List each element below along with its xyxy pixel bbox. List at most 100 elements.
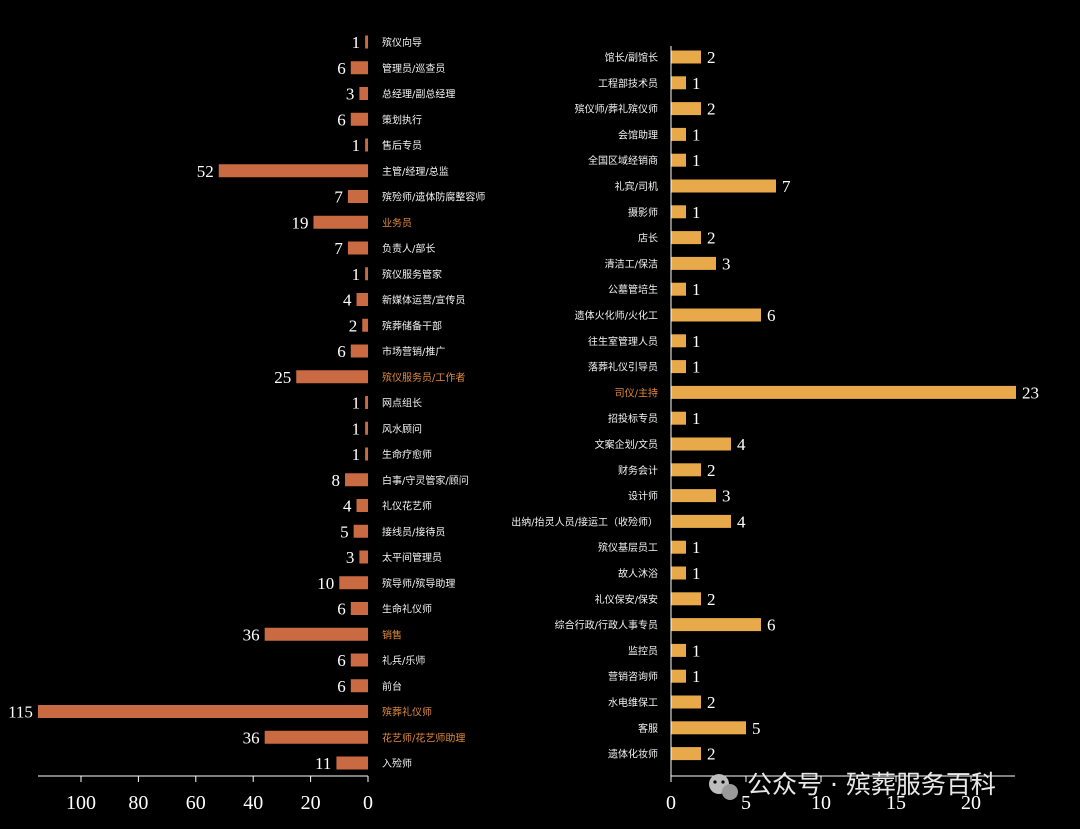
right-category-label: 殡仪基层员工 bbox=[598, 541, 658, 554]
left-category-label: 主管/经理/总监 bbox=[382, 165, 449, 178]
right-bar bbox=[671, 282, 686, 296]
left-x-tick-label: 100 bbox=[66, 792, 96, 814]
left-bar bbox=[356, 499, 368, 512]
left-value-label: 3 bbox=[346, 85, 355, 104]
left-bar bbox=[218, 164, 368, 178]
left-category-label: 殡葬礼仪师 bbox=[382, 706, 432, 719]
left-bar bbox=[350, 112, 368, 126]
right-bar bbox=[671, 669, 686, 683]
left-value-label: 6 bbox=[337, 110, 346, 129]
right-category-label: 礼宾/司机 bbox=[615, 180, 658, 193]
left-value-label: 5 bbox=[340, 522, 349, 541]
right-value-label: 6 bbox=[767, 616, 776, 635]
right-value-label: 2 bbox=[707, 590, 716, 609]
left-value-label: 7 bbox=[334, 239, 343, 258]
left-category-label: 前台 bbox=[382, 680, 402, 693]
right-category-label: 公墓管培生 bbox=[608, 283, 658, 296]
left-bar bbox=[365, 138, 368, 152]
left-value-label: 6 bbox=[337, 677, 346, 696]
right-bar bbox=[671, 514, 731, 528]
right-bar bbox=[671, 463, 701, 477]
right-value-label: 1 bbox=[692, 332, 701, 351]
right-category-label: 摄影师 bbox=[628, 206, 658, 219]
right-bar bbox=[671, 153, 686, 167]
left-value-label: 1 bbox=[352, 445, 361, 464]
right-bar bbox=[671, 205, 686, 219]
right-value-label: 3 bbox=[722, 487, 731, 506]
right-bar bbox=[671, 643, 686, 657]
left-bar bbox=[365, 396, 368, 409]
left-category-label: 负责人/部长 bbox=[382, 242, 435, 255]
right-category-label: 财务会计 bbox=[618, 464, 658, 477]
left-value-label: 1 bbox=[352, 33, 361, 52]
right-category-label: 店长 bbox=[638, 232, 658, 245]
left-bar bbox=[296, 370, 368, 384]
left-bar bbox=[350, 602, 368, 615]
left-category-label: 殡仪向导 bbox=[382, 36, 422, 49]
left-bar bbox=[353, 524, 368, 538]
right-bar bbox=[671, 540, 686, 554]
right-bar bbox=[671, 334, 686, 348]
left-x-tick-label: 60 bbox=[186, 792, 206, 814]
right-category-label: 司仪/主持 bbox=[615, 386, 658, 399]
right-value-label: 1 bbox=[692, 74, 701, 93]
right-bar bbox=[671, 618, 761, 632]
left-bar bbox=[336, 756, 368, 770]
left-x-tick-label: 20 bbox=[301, 792, 321, 814]
right-value-label: 5 bbox=[752, 719, 761, 738]
left-bar bbox=[359, 87, 368, 100]
right-value-label: 1 bbox=[692, 203, 701, 222]
right-bar bbox=[671, 411, 686, 425]
right-value-label: 6 bbox=[767, 306, 776, 325]
right-value-label: 2 bbox=[707, 100, 716, 119]
right-value-label: 2 bbox=[707, 229, 716, 248]
left-bar bbox=[313, 215, 368, 229]
right-category-label: 营销咨询师 bbox=[608, 670, 658, 683]
left-value-label: 52 bbox=[197, 162, 214, 181]
right-value-label: 1 bbox=[692, 125, 701, 144]
right-bar bbox=[671, 489, 716, 503]
right-value-label: 1 bbox=[692, 358, 701, 377]
left-bar bbox=[365, 35, 368, 49]
right-category-label: 会馆助理 bbox=[618, 128, 658, 141]
right-value-label: 1 bbox=[692, 280, 701, 299]
left-value-label: 4 bbox=[343, 291, 352, 310]
right-bar bbox=[671, 231, 701, 245]
right-value-label: 7 bbox=[782, 177, 791, 196]
right-bar bbox=[671, 360, 686, 374]
left-value-label: 36 bbox=[243, 728, 260, 747]
right-category-label: 出纳/抬灵人员/接运工（收殓师） bbox=[511, 515, 658, 528]
left-bar bbox=[365, 421, 368, 435]
left-value-label: 11 bbox=[315, 754, 331, 773]
left-bar bbox=[365, 267, 368, 281]
left-value-label: 1 bbox=[352, 394, 361, 413]
right-bar bbox=[671, 76, 686, 90]
left-category-label: 售后专员 bbox=[382, 139, 422, 152]
left-value-label: 6 bbox=[337, 600, 346, 619]
left-x-tick-label: 80 bbox=[128, 792, 148, 814]
left-value-label: 6 bbox=[337, 59, 346, 78]
right-bar bbox=[671, 102, 701, 116]
right-category-label: 殡仪师/葬礼殡仪师 bbox=[575, 103, 658, 116]
right-x-tick-label: 10 bbox=[811, 792, 831, 814]
right-category-label: 监控员 bbox=[628, 644, 658, 657]
left-x-tick-label: 40 bbox=[243, 792, 263, 814]
left-value-label: 36 bbox=[243, 625, 260, 644]
left-value-label: 3 bbox=[346, 548, 355, 567]
right-value-label: 2 bbox=[707, 48, 716, 67]
left-category-label: 殡葬储备干部 bbox=[382, 319, 442, 332]
right-category-label: 客服 bbox=[638, 722, 658, 735]
right-category-label: 落葬礼仪引导员 bbox=[588, 361, 658, 374]
right-category-label: 遗体化妆师 bbox=[608, 748, 658, 761]
left-category-label: 白事/守灵管家/顾问 bbox=[382, 474, 469, 487]
right-value-label: 1 bbox=[692, 151, 701, 170]
left-value-label: 6 bbox=[337, 651, 346, 670]
right-x-tick-label: 5 bbox=[741, 792, 751, 814]
left-value-label: 10 bbox=[317, 574, 334, 593]
left-value-label: 1 bbox=[352, 419, 361, 438]
right-category-label: 设计师 bbox=[628, 490, 658, 503]
left-value-label: 6 bbox=[337, 342, 346, 361]
